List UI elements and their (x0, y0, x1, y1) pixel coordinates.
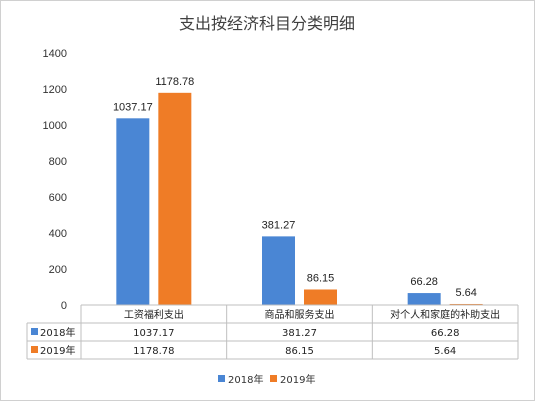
data-label: 86.15 (307, 272, 335, 284)
y-tick-label: 1000 (43, 120, 67, 132)
legend-label: 2019年 (280, 373, 315, 386)
table-value: 66.28 (431, 328, 460, 339)
series-row-label: 2018年 (40, 326, 75, 339)
table-value: 5.64 (434, 346, 456, 357)
data-label: 381.27 (262, 219, 296, 231)
bar-2018 (407, 293, 441, 305)
bar-2019 (158, 92, 192, 305)
data-label: 1178.78 (155, 76, 194, 88)
bar-2019 (449, 303, 483, 305)
data-label: 1037.17 (113, 101, 153, 113)
y-tick-label: 1200 (43, 84, 67, 96)
data-label: 66.28 (410, 276, 438, 288)
table-value: 86.15 (285, 346, 314, 357)
legend-swatch (270, 375, 277, 382)
legend-swatch (218, 375, 225, 382)
legend-label: 2018年 (228, 373, 263, 386)
bar-2018 (262, 236, 295, 305)
y-tick-label: 200 (49, 264, 67, 276)
y-tick-label: 400 (49, 228, 67, 240)
y-tick-label: 1400 (43, 48, 67, 60)
y-tick-label: 0 (61, 300, 67, 312)
table-value: 1178.78 (133, 346, 174, 357)
category-label: 商品和服务支出 (265, 308, 335, 321)
category-label: 对个人和家庭的补助支出 (390, 308, 500, 321)
data-label: 5.64 (455, 287, 476, 299)
legend-key (31, 346, 38, 353)
series-row-label: 2019年 (40, 344, 75, 357)
category-label: 工资福利支出 (124, 308, 184, 321)
chart-title: 支出按经济科目分类明细 (179, 14, 355, 33)
table-value: 381.27 (282, 328, 317, 339)
bar-2018 (116, 118, 150, 305)
bar-2019 (304, 289, 337, 305)
y-tick-label: 600 (49, 192, 67, 204)
legend-key (31, 328, 38, 335)
y-tick-label: 800 (49, 156, 67, 168)
table-value: 1037.17 (133, 328, 174, 339)
